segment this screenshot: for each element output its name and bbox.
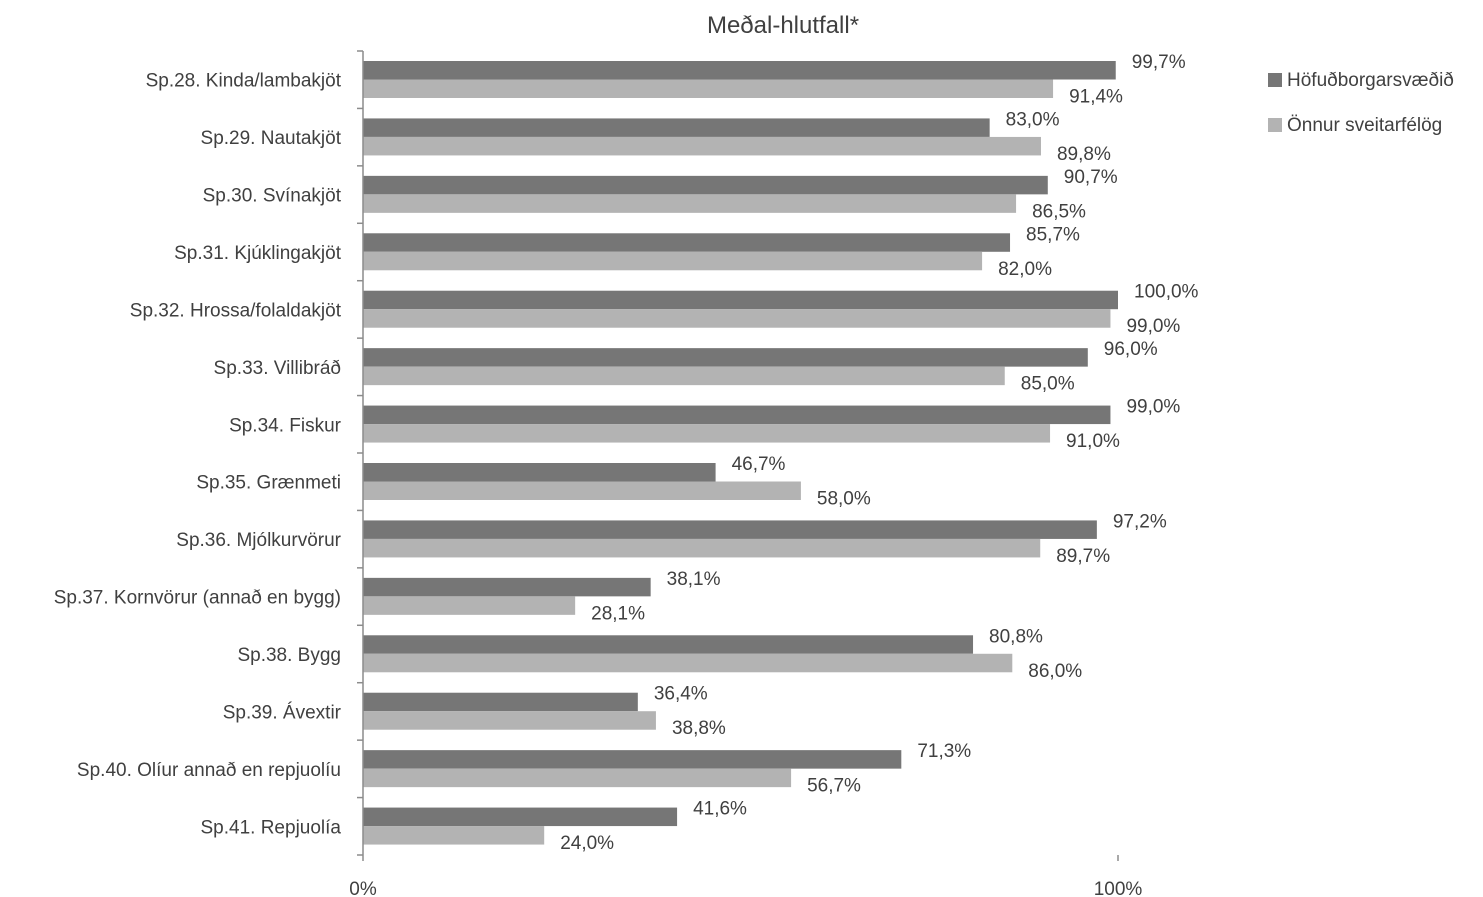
- data-label: 24,0%: [560, 833, 614, 854]
- bar-series-1: [363, 290, 1118, 310]
- bar-series-1: [363, 118, 990, 137]
- category-label: Sp.31. Kjúklingakjöt: [174, 243, 342, 264]
- data-label: 86,5%: [1032, 201, 1086, 222]
- category-label: Sp.28. Kinda/lambakjöt: [146, 71, 342, 92]
- bar-series-1: [363, 692, 638, 712]
- value-labels: 99,7% 91,4% 83,0% 89,8%90,7% 86,5%85,7% 82,0%…: [560, 52, 1198, 854]
- category-label: Sp.34. Fiskur: [229, 415, 342, 436]
- data-label: 99,7%: [1132, 52, 1186, 73]
- category-label: Sp.41. Repjuolía: [201, 817, 342, 838]
- bar-series-2: [363, 596, 576, 615]
- data-label: 100,0%: [1134, 282, 1199, 303]
- axes: 0% 100%: [349, 50, 1143, 897]
- data-label: 85,0%: [1021, 374, 1075, 395]
- bar-series-2: [363, 79, 1054, 98]
- data-label: 41,6%: [693, 799, 747, 820]
- bar-series-2: [363, 826, 545, 845]
- data-label: 28,1%: [591, 603, 645, 624]
- bar-series-2: [363, 194, 1017, 213]
- bar-series-1: [363, 577, 651, 597]
- bar-series-2: [363, 481, 801, 500]
- category-label: Sp.38. Bygg: [237, 645, 341, 666]
- data-label: 86,0%: [1028, 661, 1082, 682]
- data-label: 71,3%: [917, 741, 971, 762]
- category-label: Sp.29. Nautakjöt: [201, 128, 342, 149]
- bar-series-1: [363, 233, 1011, 252]
- data-label: 89,8%: [1057, 144, 1111, 165]
- data-label: 80,8%: [989, 626, 1043, 647]
- category-label: Sp.30. Svínakjöt: [203, 186, 342, 207]
- bars-group: [363, 61, 1118, 845]
- data-label: 97,2%: [1113, 511, 1167, 532]
- bar-series-1: [363, 807, 678, 827]
- bar-series-2: [363, 251, 983, 271]
- category-label: Sp.39. Ávextir: [223, 702, 342, 723]
- category-label: Sp.40. Olíur annað en repjuolíu: [77, 760, 341, 781]
- legend-swatch: [1268, 73, 1282, 87]
- data-label: 36,4%: [654, 684, 708, 705]
- bar-series-2: [363, 136, 1041, 156]
- data-label: 90,7%: [1064, 167, 1118, 188]
- bar-series-1: [363, 61, 1116, 80]
- bar-series-1: [363, 405, 1111, 425]
- data-label: 91,0%: [1066, 431, 1120, 452]
- bar-series-2: [363, 424, 1051, 443]
- category-label: Sp.35. Grænmeti: [196, 473, 341, 494]
- bar-series-1: [363, 175, 1048, 195]
- bar-series-1: [363, 348, 1088, 367]
- bar-series-1: [363, 635, 974, 654]
- x-tick-label: 100%: [1094, 879, 1143, 897]
- category-label: Sp.32. Hrossa/folaldakjöt: [130, 300, 342, 321]
- bar-series-2: [363, 309, 1111, 328]
- legend: Höfuðborgarsvæðið Önnur sveitarfélög: [1268, 70, 1454, 136]
- data-label: 82,0%: [998, 259, 1052, 280]
- data-label: 38,8%: [672, 718, 726, 739]
- data-label: 46,7%: [732, 454, 786, 475]
- data-label: 99,0%: [1126, 397, 1180, 418]
- bar-series-2: [363, 538, 1041, 558]
- bar-series-2: [363, 768, 792, 788]
- chart-title: Meðal-hlutfall*: [707, 12, 859, 39]
- bar-series-1: [363, 463, 716, 482]
- data-label: 38,1%: [667, 569, 721, 590]
- x-tick-label: 0%: [349, 879, 377, 897]
- bar-series-1: [363, 520, 1097, 539]
- category-label: Sp.37. Kornvörur (annað en bygg): [54, 588, 341, 609]
- category-label: Sp.33. Villibráð: [214, 358, 341, 379]
- legend-label: Önnur sveitarfélög: [1287, 115, 1442, 136]
- bar-series-2: [363, 366, 1005, 386]
- category-labels: Sp.28. Kinda/lambakjöt Sp.29. Nautakjöt Sp…: [54, 71, 342, 839]
- data-label: 85,7%: [1026, 224, 1080, 245]
- bar-series-2: [363, 711, 656, 730]
- data-label: 99,0%: [1126, 316, 1180, 337]
- category-label: Sp.36. Mjólkurvörur: [176, 530, 341, 551]
- legend-label: Höfuðborgarsvæðið: [1287, 70, 1454, 91]
- data-label: 89,7%: [1056, 546, 1110, 567]
- data-label: 91,4%: [1069, 87, 1123, 108]
- data-label: 83,0%: [1006, 109, 1060, 130]
- bar-series-2: [363, 653, 1013, 673]
- data-label: 58,0%: [817, 489, 871, 510]
- legend-swatch: [1268, 118, 1282, 132]
- bar-series-1: [363, 750, 902, 769]
- data-label: 96,0%: [1104, 339, 1158, 360]
- data-label: 56,7%: [807, 776, 861, 797]
